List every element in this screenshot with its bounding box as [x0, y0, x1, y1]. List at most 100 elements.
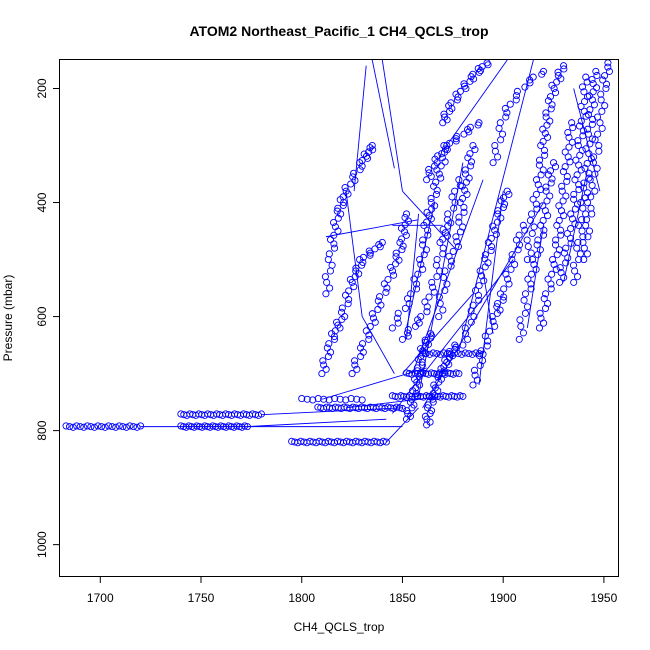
data-point — [573, 171, 581, 179]
data-point — [533, 205, 541, 213]
data-point — [532, 190, 540, 198]
data-point — [469, 70, 477, 78]
data-point — [353, 365, 361, 373]
data-point — [527, 285, 535, 293]
data-point — [564, 128, 572, 137]
data-point — [539, 67, 548, 75]
data-layer — [62, 60, 614, 447]
trajectory-line — [458, 60, 534, 351]
data-point — [548, 81, 556, 89]
data-point — [433, 350, 441, 358]
data-point — [442, 392, 450, 400]
data-point — [560, 249, 568, 257]
data-point — [580, 88, 588, 96]
data-point — [452, 233, 460, 241]
data-point — [502, 270, 510, 278]
data-point — [548, 101, 556, 109]
data-point — [402, 231, 410, 239]
data-point — [80, 423, 88, 431]
data-point — [451, 187, 459, 195]
trajectory-line — [381, 60, 403, 192]
data-point — [581, 194, 589, 202]
data-point — [342, 187, 350, 195]
data-point — [601, 102, 609, 110]
data-point — [369, 314, 377, 322]
data-point — [562, 244, 570, 252]
data-point — [193, 422, 201, 430]
data-point — [586, 106, 594, 114]
data-point — [126, 422, 134, 430]
data-point — [345, 287, 353, 295]
data-point — [452, 137, 460, 145]
data-point — [501, 104, 509, 113]
data-point — [392, 253, 400, 261]
data-point — [582, 210, 590, 218]
data-point — [427, 330, 435, 338]
data-point — [382, 288, 390, 296]
data-point — [523, 256, 531, 264]
data-point — [417, 345, 425, 353]
data-point — [177, 422, 185, 430]
data-point — [185, 422, 193, 430]
data-point — [420, 251, 428, 259]
data-point — [428, 278, 436, 286]
data-point — [481, 332, 489, 340]
data-point — [410, 275, 418, 283]
data-point — [548, 175, 556, 183]
data-point — [368, 141, 376, 150]
data-point — [465, 174, 473, 182]
data-point — [595, 141, 603, 150]
data-point — [101, 423, 109, 431]
data-point — [328, 261, 336, 269]
trajectory-line — [371, 60, 395, 169]
data-point — [108, 423, 116, 431]
data-point — [573, 244, 581, 252]
data-point — [540, 226, 548, 234]
data-point — [546, 192, 554, 200]
data-point — [593, 71, 601, 80]
data-point — [584, 130, 592, 138]
data-point — [547, 285, 555, 293]
data-point — [400, 392, 408, 400]
data-point — [396, 238, 404, 247]
y-axis-label: Pressure (mbar) — [1, 275, 15, 362]
data-point — [579, 127, 587, 135]
data-point — [567, 234, 575, 242]
data-point — [493, 303, 501, 311]
data-point — [427, 198, 435, 207]
data-point — [318, 370, 326, 378]
data-point — [466, 123, 474, 131]
data-point — [445, 252, 453, 260]
data-point — [456, 228, 465, 236]
trajectory-line — [406, 202, 436, 329]
data-point — [430, 288, 438, 296]
data-point — [598, 107, 606, 115]
data-point — [499, 130, 507, 138]
data-point — [541, 304, 550, 312]
data-point — [441, 267, 449, 275]
x-axis-label: CH4_QCLS_trop — [294, 620, 385, 634]
data-point — [433, 256, 441, 264]
data-point — [415, 319, 423, 327]
data-point — [596, 119, 604, 127]
data-point — [426, 350, 434, 358]
data-point — [515, 335, 523, 343]
data-point — [521, 226, 529, 234]
data-point — [334, 204, 342, 212]
data-point — [326, 267, 334, 275]
data-point — [219, 423, 227, 431]
data-point — [574, 238, 582, 247]
data-point — [392, 260, 400, 268]
data-point — [537, 171, 545, 179]
data-point — [368, 310, 376, 318]
data-point — [499, 203, 508, 211]
data-point — [569, 261, 578, 269]
data-point — [513, 87, 521, 95]
data-point — [359, 253, 367, 261]
data-point — [439, 244, 447, 252]
data-point — [564, 254, 572, 262]
data-point — [475, 68, 483, 76]
data-point — [90, 423, 98, 431]
x-tick-label: 1700 — [87, 591, 114, 605]
data-point — [504, 275, 512, 283]
